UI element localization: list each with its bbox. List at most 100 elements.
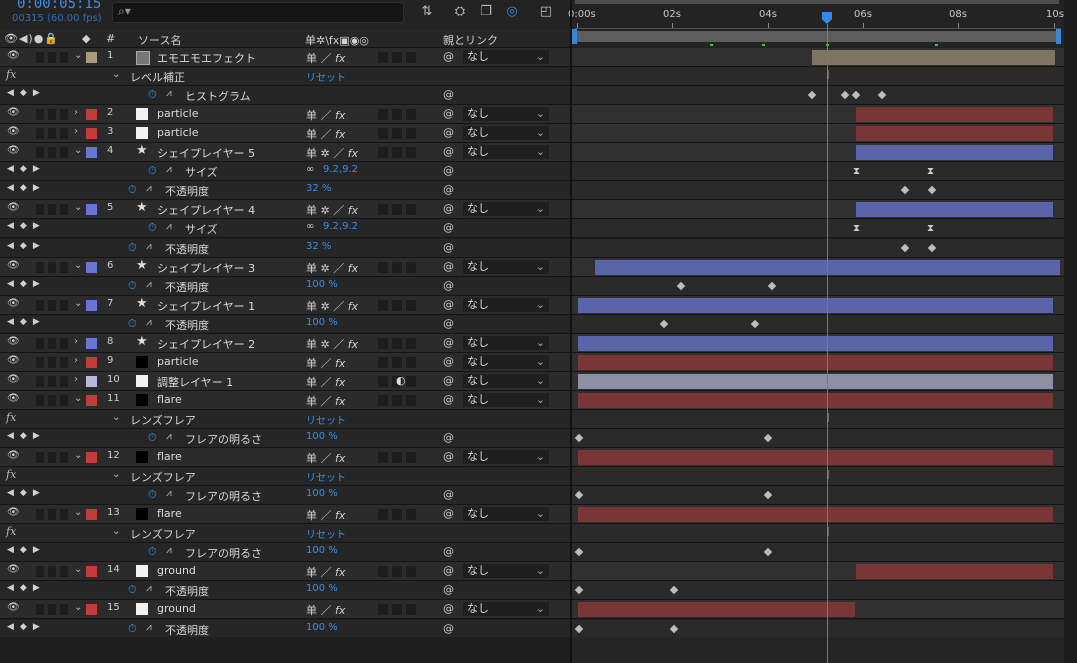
parent-dropdown[interactable]: なし ⌄: [462, 563, 550, 579]
collapse-switch[interactable]: [60, 604, 68, 615]
keyframe-navigator[interactable]: ◀◆▶: [7, 622, 46, 632]
property-value[interactable]: 100 %: [306, 545, 338, 556]
layer-row[interactable]: 👁 › 8 ★ シェイプレイヤー 2 单 ✲ ／ fx @ なし ⌄: [0, 334, 571, 353]
effect-row[interactable]: fx ⌄ レベル補正 リセット: [0, 67, 571, 86]
layer-row[interactable]: 👁 › 2 particle 单 ／ fx @ なし ⌄: [0, 105, 571, 124]
layer-row[interactable]: 👁 ⌄ 7 ★ シェイプレイヤー 1 单 ✲ ／ fx @ なし ⌄: [0, 296, 571, 315]
keyframe[interactable]: [659, 319, 669, 329]
layer-name[interactable]: シェイプレイヤー 1: [157, 300, 256, 313]
property-value[interactable]: 32 %: [306, 241, 332, 252]
parent-dropdown[interactable]: なし ⌄: [462, 201, 550, 217]
fx-icon[interactable]: fx: [6, 525, 17, 538]
lock-switch[interactable]: [48, 52, 56, 63]
collapse-switch[interactable]: [60, 204, 68, 215]
chevron-down-icon[interactable]: ⌄: [112, 69, 121, 80]
keyframe[interactable]: [574, 433, 584, 443]
layer-name[interactable]: ground: [157, 564, 196, 577]
expression-pickwhip-icon[interactable]: @: [443, 221, 454, 234]
eye-icon[interactable]: 👁: [7, 298, 20, 309]
keyframe-navigator[interactable]: ◀◆▶: [7, 241, 46, 251]
chevron-down-icon[interactable]: ⌄: [74, 260, 83, 271]
stopwatch-icon[interactable]: ⏱: [128, 317, 137, 330]
expression-pickwhip-icon[interactable]: @: [443, 183, 454, 196]
pick-whip-icon[interactable]: @: [443, 126, 454, 139]
parent-dropdown[interactable]: なし ⌄: [462, 125, 550, 141]
label-color-swatch[interactable]: [86, 395, 97, 406]
label-color-swatch[interactable]: [86, 147, 97, 158]
layer-name[interactable]: flare: [157, 507, 182, 520]
switches-header[interactable]: 单✲\fx▣◉◎: [305, 34, 369, 47]
stopwatch-icon[interactable]: ⏱: [128, 583, 137, 596]
eye-icon[interactable]: 👁: [7, 393, 20, 404]
property-value[interactable]: 100 %: [306, 279, 338, 290]
parent-link-header[interactable]: 親とリンク: [443, 34, 498, 47]
lock-switch[interactable]: [48, 262, 56, 273]
pick-whip-icon[interactable]: @: [443, 145, 454, 158]
property-value[interactable]: 9.2,9.2: [323, 221, 358, 232]
stopwatch-icon[interactable]: ⏱: [148, 88, 157, 101]
effect-row[interactable]: fx ⌄ レンズフレア リセット: [0, 467, 571, 486]
solo-switch[interactable]: [36, 128, 44, 139]
solo-switch[interactable]: [36, 109, 44, 120]
eye-icon[interactable]: 👁: [7, 126, 20, 137]
solo-switch[interactable]: [36, 376, 44, 387]
eye-icon[interactable]: 👁: [7, 50, 20, 61]
layer-switch-boxes[interactable]: [378, 300, 420, 314]
reset-link[interactable]: リセット: [306, 473, 346, 484]
layer-duration-bar[interactable]: [856, 202, 1053, 217]
expression-pickwhip-icon[interactable]: @: [443, 241, 454, 254]
effect-name[interactable]: レベル補正: [130, 71, 185, 84]
label-color-swatch[interactable]: [86, 566, 97, 577]
property-value[interactable]: 100 %: [306, 317, 338, 328]
layer-switches[interactable]: 单 ／ fx: [306, 452, 346, 465]
pick-whip-icon[interactable]: @: [443, 298, 454, 311]
label-header[interactable]: ◆: [82, 32, 91, 45]
label-color-swatch[interactable]: [86, 604, 97, 615]
chevron-down-icon[interactable]: ⌄: [74, 602, 83, 613]
layer-track[interactable]: [571, 353, 1064, 372]
layer-row[interactable]: 👁 ⌄ 14 ground 单 ／ fx @ なし ⌄: [0, 562, 571, 581]
chevron-down-icon[interactable]: ⌄: [74, 564, 83, 575]
layer-switches[interactable]: 单 ／ fx: [306, 109, 346, 122]
layer-track[interactable]: [571, 143, 1064, 162]
keyframe[interactable]: [900, 243, 910, 253]
label-color-swatch[interactable]: [86, 262, 97, 273]
layer-row[interactable]: 👁 › 10 調整レイヤー 1 单 ／ fx ◐ @ なし ⌄: [0, 372, 571, 391]
layer-name[interactable]: シェイプレイヤー 2: [157, 338, 256, 351]
layer-track[interactable]: [571, 334, 1064, 353]
layer-switch-boxes[interactable]: [378, 109, 420, 123]
keyframe[interactable]: [669, 585, 679, 595]
pick-whip-icon[interactable]: @: [443, 450, 454, 463]
eye-icon[interactable]: 👁: [7, 602, 20, 613]
keyframe[interactable]: [763, 547, 773, 557]
layer-switch-boxes[interactable]: [378, 604, 420, 618]
keyframe[interactable]: [676, 281, 686, 291]
stopwatch-icon[interactable]: ⏱: [148, 488, 157, 501]
pick-whip-icon[interactable]: @: [443, 355, 454, 368]
lock-switch[interactable]: [48, 338, 56, 349]
layer-switch-boxes[interactable]: [378, 376, 420, 390]
stopwatch-icon[interactable]: ⏱: [148, 164, 157, 177]
parent-dropdown[interactable]: なし ⌄: [462, 259, 550, 275]
chevron-down-icon[interactable]: ⌄: [74, 298, 83, 309]
property-value[interactable]: 100 %: [306, 488, 338, 499]
property-row[interactable]: ◀◆▶ ⏱ ⩘ 不透明度 100 % @: [0, 315, 571, 334]
eye-icon[interactable]: 👁: [7, 507, 20, 518]
layer-duration-bar[interactable]: [578, 298, 1053, 313]
pick-whip-icon[interactable]: @: [443, 374, 454, 387]
expression-pickwhip-icon[interactable]: @: [443, 622, 454, 635]
layer-switch-boxes[interactable]: [378, 204, 420, 218]
current-time-indicator[interactable]: [822, 12, 832, 24]
frame-blending-icon[interactable]: ◎: [506, 4, 518, 19]
keyframe-navigator[interactable]: ◀◆▶: [7, 545, 46, 555]
stopwatch-icon[interactable]: ⏱: [128, 241, 137, 254]
property-row[interactable]: ◀◆▶ ⏱ ⩘ サイズ ∞ 9.2,9.2 @: [0, 219, 571, 238]
layer-duration-bar[interactable]: [578, 507, 1053, 522]
parent-dropdown[interactable]: なし ⌄: [462, 392, 550, 408]
eye-icon[interactable]: 👁: [7, 450, 20, 461]
collapse-switch[interactable]: [60, 262, 68, 273]
label-color-swatch[interactable]: [86, 509, 97, 520]
property-value[interactable]: 100 %: [306, 583, 338, 594]
expression-pickwhip-icon[interactable]: @: [443, 279, 454, 292]
expression-pickwhip-icon[interactable]: @: [443, 317, 454, 330]
